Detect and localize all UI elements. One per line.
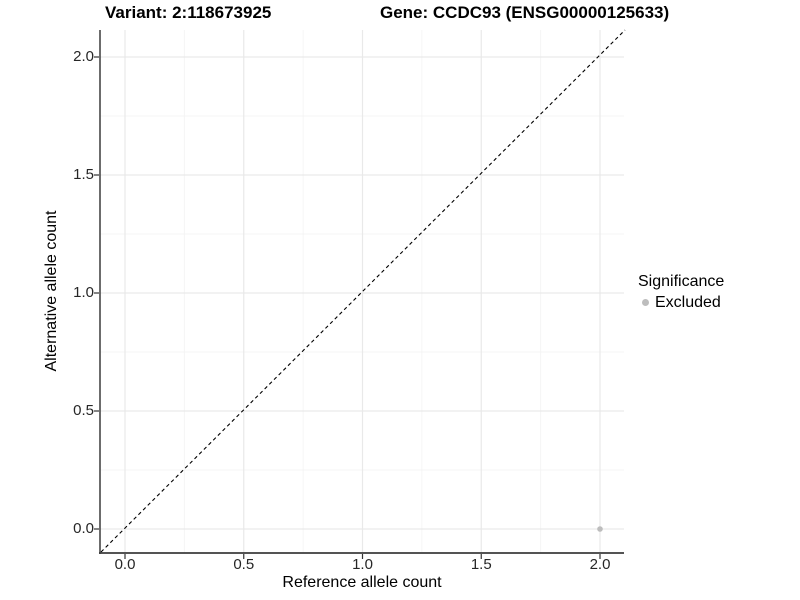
y-tick-label: 1.5 xyxy=(73,166,94,183)
legend-item-label: Excluded xyxy=(655,294,721,311)
x-tick-label: 1.5 xyxy=(470,556,492,573)
y-tick-label: 0.5 xyxy=(73,402,94,419)
identity-line xyxy=(100,29,626,553)
data-point xyxy=(597,526,603,532)
legend: Significance Excluded xyxy=(638,272,724,312)
x-tick-label: 1.0 xyxy=(352,556,373,573)
x-tick-label: 0.5 xyxy=(233,556,255,573)
legend-title: Significance xyxy=(638,273,725,290)
y-tick-label: 0.0 xyxy=(73,520,94,537)
legend-item-excluded: Excluded xyxy=(638,293,724,312)
x-axis-title: Reference allele count xyxy=(282,574,442,591)
x-tick-label: 0.0 xyxy=(114,556,136,573)
y-tick-label: 1.0 xyxy=(73,284,94,301)
legend-point-icon xyxy=(642,299,649,306)
plot-title-variant: Variant: 2:118673925 xyxy=(105,3,272,22)
plot-title-gene: Gene: CCDC93 (ENSG00000125633) xyxy=(380,3,670,22)
y-tick-label: 2.0 xyxy=(73,48,94,65)
x-tick-label: 2.0 xyxy=(589,556,611,573)
